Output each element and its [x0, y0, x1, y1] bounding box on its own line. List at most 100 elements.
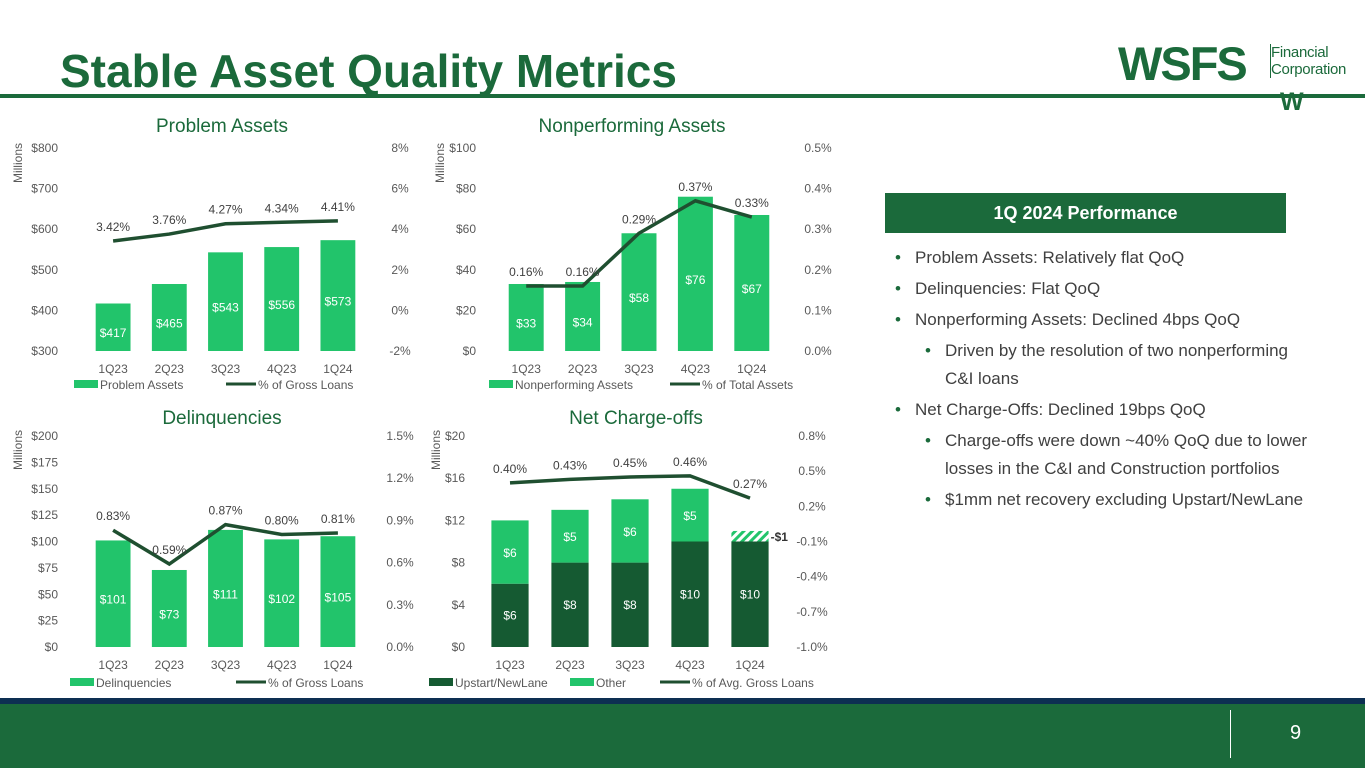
bar-segment: [551, 562, 589, 647]
y-tick-label: $500: [31, 263, 58, 277]
y2-tick-label: 0.2%: [798, 499, 826, 513]
legend-label: Nonperforming Assets: [515, 378, 633, 392]
performance-bullet: Driven by the resolution of two nonperfo…: [893, 337, 1313, 393]
bar-data-label: -$1: [771, 530, 789, 544]
bar: [208, 252, 243, 351]
x-tick-label: 3Q23: [615, 658, 645, 672]
y-tick-label: $12: [445, 513, 465, 527]
x-tick-label: 3Q23: [211, 658, 241, 672]
y2-tick-label: 0%: [391, 303, 409, 317]
y2-tick-label: -1.0%: [796, 640, 828, 654]
wsfs-logo: WSFS Financial Corporation W: [1118, 40, 1353, 116]
line-data-label: 3.76%: [152, 213, 186, 227]
line-data-label: 0.45%: [613, 456, 647, 470]
performance-header: 1Q 2024 Performance: [885, 193, 1286, 233]
y-axis-unit-label: Millions: [429, 430, 443, 470]
y2-tick-label: 0.5%: [804, 141, 832, 155]
logo-subtitle: Financial Corporation: [1270, 44, 1346, 78]
y2-tick-label: 0.5%: [798, 464, 826, 478]
y2-tick-label: 0.3%: [386, 598, 414, 612]
legend-label: % of Total Assets: [702, 378, 793, 392]
y-tick-label: $125: [31, 508, 58, 522]
bar-segment: [611, 562, 649, 647]
bar: [734, 214, 770, 351]
line-series: [112, 522, 338, 567]
y2-tick-label: -2%: [389, 344, 411, 358]
y-tick-label: $600: [31, 222, 58, 236]
y2-tick-label: 0.0%: [386, 640, 414, 654]
line-data-label: 0.29%: [622, 212, 656, 226]
bar-data-label: $5: [683, 509, 697, 523]
y2-tick-label: -0.4%: [796, 570, 828, 584]
x-tick-label: 3Q23: [624, 362, 654, 376]
line-data-label: 0.83%: [96, 509, 130, 523]
line-data-label: 0.16%: [509, 265, 543, 279]
bar: [95, 540, 131, 647]
y2-tick-label: -0.1%: [796, 535, 828, 549]
x-tick-label: 1Q23: [98, 658, 128, 672]
bar: [621, 233, 657, 351]
y-axis-unit-label: Millions: [433, 143, 447, 183]
y-tick-label: $75: [38, 561, 58, 575]
bar: [320, 240, 356, 351]
y-tick-label: $4: [452, 598, 466, 612]
y-tick-label: $300: [31, 344, 58, 358]
bar-data-label: $10: [680, 587, 700, 601]
y-tick-label: $0: [452, 640, 466, 654]
footer-line: [0, 698, 1365, 704]
bar-data-label: $8: [563, 598, 577, 612]
y-tick-label: $400: [31, 303, 58, 317]
bar: [264, 247, 300, 351]
y2-tick-label: 6%: [391, 182, 409, 196]
x-tick-label: 4Q23: [675, 658, 705, 672]
bar-segment: [491, 520, 529, 584]
y2-tick-label: 0.3%: [804, 222, 832, 236]
bar-data-label: $34: [573, 315, 593, 329]
y-axis-unit-label: Millions: [11, 143, 25, 183]
legend-label: Other: [596, 676, 626, 690]
line-data-label: 0.27%: [733, 477, 767, 491]
bar-data-label: $417: [100, 326, 127, 340]
y2-tick-label: 2%: [391, 263, 409, 277]
legend-label: Upstart/NewLane: [455, 676, 548, 690]
y2-tick-label: 1.5%: [386, 429, 414, 443]
x-tick-label: 1Q24: [323, 658, 353, 672]
legend-swatch: [429, 678, 453, 686]
y2-tick-label: 0.1%: [804, 303, 832, 317]
title-rule: [0, 94, 1365, 98]
y-tick-label: $80: [456, 182, 476, 196]
footer-separator: [1230, 710, 1231, 758]
line-data-label: 0.40%: [493, 462, 527, 476]
line-data-label: 0.80%: [265, 513, 299, 527]
x-tick-label: 2Q23: [568, 362, 598, 376]
x-tick-label: 3Q23: [211, 362, 241, 376]
line-data-label: 4.41%: [321, 200, 355, 214]
bar-segment: [731, 541, 769, 647]
bar-data-label: $465: [156, 317, 183, 331]
bar: [565, 281, 601, 351]
bar-segment: [671, 541, 709, 647]
x-tick-label: 2Q23: [155, 362, 185, 376]
performance-bullets: Problem Assets: Relatively flat QoQ Delin…: [893, 244, 1313, 517]
y2-tick-label: 0.4%: [804, 182, 832, 196]
bar-data-label: $111: [213, 587, 238, 601]
y-tick-label: $200: [31, 429, 58, 443]
y-tick-label: $700: [31, 182, 58, 196]
bar-data-label: $101: [100, 593, 127, 607]
y2-tick-label: 0.9%: [386, 513, 414, 527]
bar: [677, 196, 713, 351]
legend-label: Problem Assets: [100, 378, 183, 392]
bar: [95, 303, 131, 351]
bar: [151, 284, 187, 351]
bar-data-label: $543: [212, 301, 239, 315]
logo-wordmark: WSFS: [1118, 37, 1248, 90]
y-tick-label: $20: [456, 303, 476, 317]
y-tick-label: $175: [31, 455, 58, 469]
y-tick-label: $100: [31, 535, 58, 549]
bar-data-label: $10: [740, 587, 760, 601]
y-tick-label: $0: [45, 640, 59, 654]
y-tick-label: $25: [38, 614, 58, 628]
y2-tick-label: 4%: [391, 222, 409, 236]
chart-title: Problem Assets: [156, 116, 288, 137]
logo-line-2: Corporation: [1271, 61, 1347, 78]
